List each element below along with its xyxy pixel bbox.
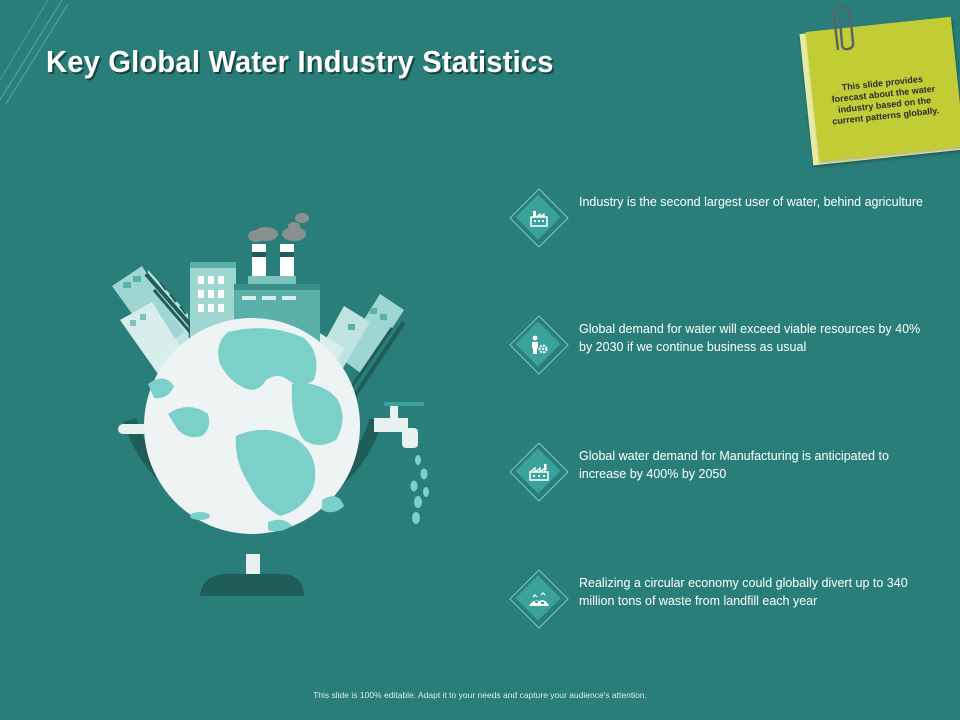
stat-text: Global water demand for Manufacturing is… — [579, 449, 889, 481]
corner-decoration — [0, 0, 69, 105]
stat-text: Realizing a circular economy could globa… — [579, 576, 908, 608]
stat-row-3: Global water demand for Manufacturing is… — [509, 442, 930, 503]
stat-icon-diamond — [509, 442, 569, 502]
stat-icon-diamond — [509, 188, 569, 248]
stat-row-2: Global demand for water will exceed viab… — [509, 315, 930, 376]
stat-icon-diamond — [509, 315, 569, 375]
sticky-note: This slide provides forecast about the w… — [799, 6, 960, 166]
faucet-icon — [374, 402, 424, 448]
person-gear-icon — [532, 335, 548, 354]
stat-row-4: Realizing a circular economy could globa… — [509, 569, 930, 630]
footer-note: This slide is 100% editable. Adapt it to… — [313, 690, 647, 700]
globe — [144, 318, 360, 534]
stat-text: Industry is the second largest user of w… — [579, 195, 923, 209]
water-drops — [410, 455, 429, 524]
landfill-icon — [529, 592, 549, 606]
globe-industry-illustration — [112, 213, 429, 596]
stat-text: Global demand for water will exceed viab… — [579, 322, 921, 354]
stat-row-1: Industry is the second largest user of w… — [509, 188, 930, 249]
stat-icon-diamond — [509, 569, 569, 629]
paperclip-icon — [832, 6, 855, 51]
page-title: Key Global Water Industry Statistics — [46, 44, 554, 79]
factory-icon — [530, 211, 548, 227]
manufacturing-plant-icon — [529, 464, 549, 481]
